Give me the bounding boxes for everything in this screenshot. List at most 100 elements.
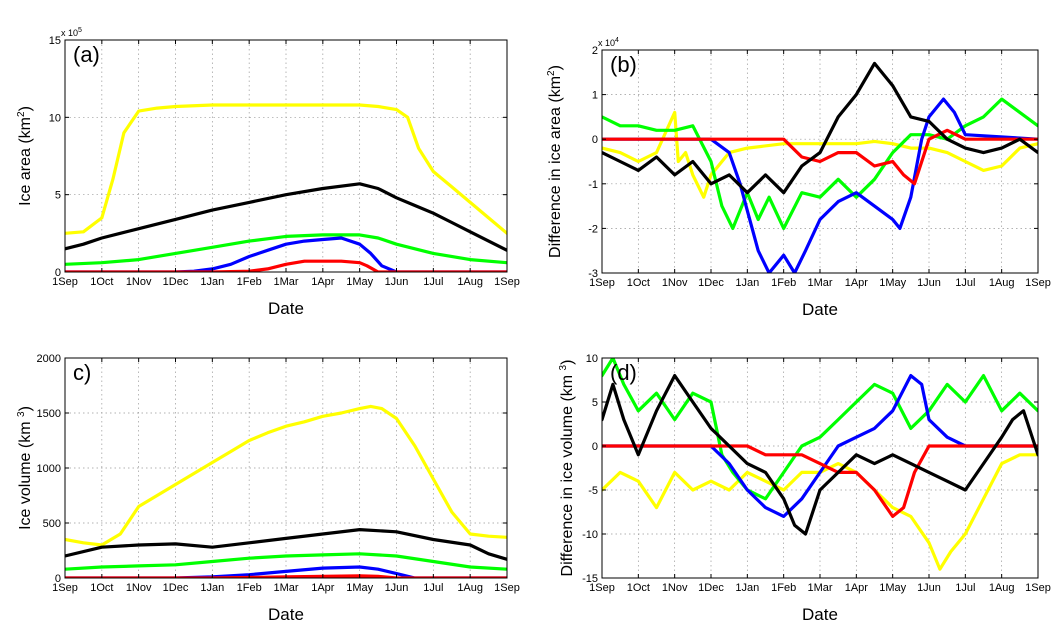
- x-tick-label: 1Oct: [90, 582, 113, 594]
- x-tick-label: 1Nov: [662, 582, 688, 594]
- y-tick-label: -10: [582, 529, 598, 541]
- x-tick-label: 1Jul: [423, 276, 443, 288]
- x-axis-label: Date: [268, 299, 304, 318]
- y-axis-label-close: ): [559, 360, 576, 365]
- x-tick-label: 1Mar: [273, 276, 298, 288]
- chart-panel-1: 1Sep 1Oct 1Nov 1Dec 1Jan 1Feb 1Mar 1Apr 1May 1Jun…: [546, 37, 1051, 319]
- panel-label: (d): [610, 360, 637, 385]
- x-tick-label: 1Oct: [627, 582, 650, 594]
- y-tick-label: -5: [588, 485, 598, 497]
- y-tick-label: 0: [592, 441, 598, 453]
- x-tick-label: 1Apr: [845, 582, 869, 594]
- series-line-4: [602, 374, 1038, 536]
- x-tick-label: 1Mar: [807, 277, 832, 289]
- x-tick-label: 1Sep: [589, 277, 615, 289]
- x-tick-label: 1Apr: [311, 582, 335, 594]
- series-line-0: [602, 110, 1038, 199]
- x-tick-label: 1Sep: [1025, 582, 1051, 594]
- y-axis-label-text: Ice area (km: [17, 117, 34, 206]
- y-tick-label: 10: [586, 353, 598, 365]
- series-line-4: [602, 61, 1038, 195]
- x-tick-label: 1Sep: [494, 582, 520, 594]
- y-tick-label: 10: [49, 112, 61, 124]
- x-tick-label: 1Jul: [955, 277, 975, 289]
- y-multiplier-exponent: 5: [78, 27, 82, 34]
- x-tick-label: 1Oct: [627, 277, 650, 289]
- y-tick-label: 15: [49, 35, 61, 47]
- x-tick-label: 1Sep: [1025, 277, 1051, 289]
- panel-label: c): [73, 360, 91, 385]
- chart-panel-3: 1Sep 1Oct 1Nov 1Dec 1Jan 1Feb 1Mar 1Apr 1May 1Jun…: [558, 353, 1051, 624]
- x-tick-label: 1Mar: [807, 582, 832, 594]
- x-tick-label: 1Aug: [457, 582, 483, 594]
- y-tick-label: -1: [588, 179, 598, 191]
- x-tick-label: 1Jun: [917, 277, 941, 289]
- y-tick-label: 0: [592, 134, 598, 146]
- y-tick-label: -3: [588, 268, 598, 280]
- series-line-0: [65, 404, 507, 547]
- x-tick-label: 1Nov: [662, 277, 688, 289]
- series-line-1: [602, 97, 1038, 230]
- series-line-3: [602, 444, 1038, 518]
- x-tick-label: 1Mar: [273, 582, 298, 594]
- y-tick-label: 0: [55, 573, 61, 585]
- y-axis-label-close: ): [17, 106, 34, 111]
- panel-label: (a): [73, 42, 100, 67]
- series-group: [602, 61, 1038, 273]
- y-axis-label-text: Difference in ice volume (km: [559, 370, 576, 576]
- y-axis-label: Ice volume (km 3): [16, 406, 34, 530]
- x-tick-label: 1Feb: [771, 582, 796, 594]
- x-tick-label: 1Jan: [200, 276, 224, 288]
- x-tick-label: 1Jan: [735, 277, 759, 289]
- x-tick-label: 1Feb: [237, 582, 262, 594]
- x-tick-label: 1Nov: [126, 582, 152, 594]
- y-multiplier-base: x 10: [598, 38, 615, 48]
- series-group: [602, 358, 1038, 571]
- y-axis-label: Difference in ice area (km2): [546, 65, 564, 258]
- y-axis-label-exponent: 2: [16, 111, 27, 117]
- x-tick-label: 1Jun: [385, 276, 409, 288]
- x-tick-label: 1Jan: [735, 582, 759, 594]
- y-multiplier-exponent: 4: [615, 37, 619, 44]
- x-tick-label: 1Apr: [845, 277, 869, 289]
- y-axis-label-text: Difference in ice area (km: [547, 76, 564, 258]
- x-tick-label: 1Oct: [90, 276, 113, 288]
- x-axis-label: Date: [802, 605, 838, 624]
- y-multiplier: x 104: [598, 37, 619, 48]
- x-tick-label: 1Jan: [200, 582, 224, 594]
- y-tick-label: 1500: [37, 408, 61, 420]
- series-line-2: [602, 374, 1038, 518]
- y-axis-label-exponent: 2: [546, 70, 557, 76]
- series-group: [65, 103, 507, 272]
- x-tick-label: 1Sep: [52, 582, 78, 594]
- y-axis-label-exponent: 3: [16, 411, 27, 417]
- y-axis-label: Ice area (km2): [16, 106, 34, 206]
- series-line-3: [65, 236, 507, 272]
- y-tick-label: 500: [43, 518, 61, 530]
- y-tick-label: 2000: [37, 353, 61, 365]
- x-tick-label: 1Sep: [589, 582, 615, 594]
- x-tick-label: 1Apr: [311, 276, 335, 288]
- x-tick-label: 1Dec: [698, 277, 724, 289]
- x-tick-label: 1Aug: [457, 276, 483, 288]
- series-line-0: [65, 103, 507, 235]
- x-tick-label: 1Sep: [494, 276, 520, 288]
- series-line-1: [65, 182, 507, 252]
- chart-panel-2: 1Sep 1Oct 1Nov 1Dec 1Jan 1Feb 1Mar 1Apr 1May 1Jun…: [16, 353, 520, 624]
- x-tick-label: 1Nov: [126, 276, 152, 288]
- chart-panel-0: 1Sep 1Oct 1Nov 1Dec 1Jan 1Feb 1Mar 1Apr 1May 1Jun…: [16, 27, 520, 318]
- y-tick-label: 5: [55, 190, 61, 202]
- series-line-2: [65, 233, 507, 266]
- y-axis-label-exponent: 3: [558, 364, 569, 370]
- x-tick-label: 1Dec: [163, 276, 189, 288]
- x-tick-label: 1Aug: [989, 582, 1015, 594]
- y-tick-label: 5: [592, 397, 598, 409]
- x-tick-label: 1Jul: [423, 582, 443, 594]
- series-line-3: [602, 128, 1038, 186]
- x-tick-label: 1Jun: [917, 582, 941, 594]
- x-tick-label: 1May: [346, 582, 373, 594]
- series-line-1: [65, 528, 507, 561]
- y-axis-label-close: ): [547, 65, 564, 70]
- y-axis-label: Difference in ice volume (km 3): [558, 360, 576, 577]
